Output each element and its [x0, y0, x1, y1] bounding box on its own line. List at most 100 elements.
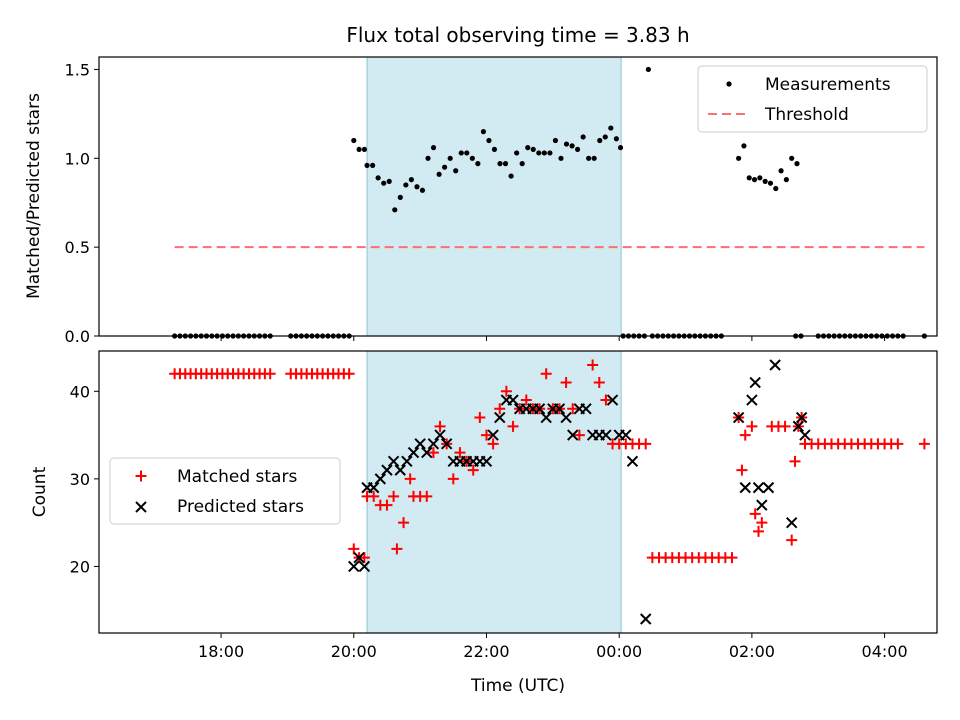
matched-star-point [398, 517, 410, 529]
predicted-star-point [533, 403, 546, 415]
measurement-point [773, 185, 779, 192]
measurement-point [762, 178, 768, 184]
matched-star-point [421, 490, 433, 502]
matched-star-point [507, 420, 519, 432]
measurement-point [547, 150, 553, 156]
measurement-point [597, 137, 603, 144]
predicted-star-point [367, 481, 380, 494]
measurement-point [530, 146, 536, 153]
measurement-point [586, 155, 592, 161]
measurement-point [480, 129, 487, 135]
measurement-point [519, 161, 525, 167]
matched-star-point [487, 438, 499, 450]
matched-star-point [786, 534, 798, 546]
y-axis-label-top: Matched/Predicted stars [24, 93, 44, 299]
predicted-star-point [626, 455, 639, 468]
matched-star-point [587, 359, 599, 371]
predicted-star-point [640, 613, 652, 625]
measurement-point [361, 146, 367, 153]
measurement-point [789, 155, 795, 161]
measurement-point [386, 178, 392, 184]
bottom-ytick-label: 30 [70, 470, 90, 489]
predicted-star-point [746, 394, 758, 406]
predicted-star-point [358, 560, 371, 573]
bottom-xtick-label: 00:00 [596, 642, 642, 661]
matched-star-point [427, 447, 439, 459]
predicted-star-point [756, 499, 768, 511]
top-ytick-label: 1.0 [65, 149, 90, 168]
x-axis-label: Time (UTC) [470, 676, 565, 696]
bottom-axes-frame [98, 350, 938, 634]
predicted-star-point [540, 411, 552, 424]
matched-star-point [264, 368, 276, 380]
measurement-point [563, 141, 570, 147]
measurement-point [486, 137, 492, 144]
predicted-star-point [394, 464, 406, 476]
matched-star-point [600, 394, 612, 406]
measurement-point [794, 161, 800, 167]
predicted-star-point [353, 551, 365, 564]
measurement-point [525, 145, 531, 151]
matched-star-point [447, 473, 459, 485]
measurement-point [746, 175, 752, 181]
measurement-point [569, 143, 575, 149]
measurement-point [356, 146, 362, 153]
predicted-star-point [752, 481, 765, 494]
measurement-point [403, 182, 409, 188]
measurement-point [617, 145, 624, 151]
predicted-star-point [799, 429, 811, 441]
measurement-point [558, 155, 564, 161]
measurement-point [602, 134, 608, 140]
matched-star-point [467, 464, 479, 476]
legend-matched-marker [135, 470, 147, 482]
predicted-star-point [494, 411, 506, 424]
measurement-point [458, 150, 464, 156]
measurement-point [375, 175, 381, 181]
matched-star-point [753, 525, 765, 537]
top-axes-frame [98, 56, 938, 337]
matched-star-point [918, 438, 930, 450]
predicted-star-point [414, 438, 426, 450]
matched-star-point [358, 552, 370, 564]
measurement-point [778, 168, 784, 174]
measurement-point [608, 125, 614, 131]
matched-star-point [454, 447, 466, 459]
matched-star-point [494, 403, 506, 415]
legend-threshold-label: Threshold [764, 105, 849, 125]
matched-star-point [434, 420, 446, 432]
matched-star-point [789, 455, 801, 467]
predicted-star-point [387, 455, 400, 468]
predicted-star-point [407, 446, 420, 459]
predicted-star-point [560, 411, 572, 424]
predicted-star-point [553, 403, 566, 415]
measurement-point [414, 184, 420, 190]
measurement-point [552, 137, 559, 144]
matched-star-point [343, 368, 355, 380]
measurement-point [741, 143, 747, 149]
measurement-point [453, 168, 459, 174]
matched-star-point [404, 473, 416, 485]
measurement-point [767, 180, 774, 186]
matched-star-point [520, 394, 532, 406]
measurement-point [613, 136, 619, 142]
legend-measurements-label: Measurements [765, 75, 891, 95]
predicted-star-point [507, 394, 519, 406]
measurement-point [645, 66, 651, 73]
predicted-star-point [739, 481, 751, 494]
predicted-star-point [427, 438, 440, 450]
matched-star-point [736, 464, 748, 476]
matched-star-point [779, 420, 791, 432]
measurement-point [370, 162, 376, 169]
predicted-star-point [434, 429, 446, 441]
measurement-point [364, 162, 370, 169]
top-shaded-interval [366, 56, 622, 337]
measurement-point [736, 155, 742, 161]
predicted-star-point [785, 516, 798, 529]
measurement-point [751, 177, 758, 183]
predicted-star-point [580, 403, 592, 415]
measurement-point [408, 177, 414, 183]
legend-measurement-marker [726, 81, 732, 87]
predicted-star-point [401, 455, 413, 468]
measurement-point [442, 164, 448, 170]
measurement-point [430, 145, 437, 151]
